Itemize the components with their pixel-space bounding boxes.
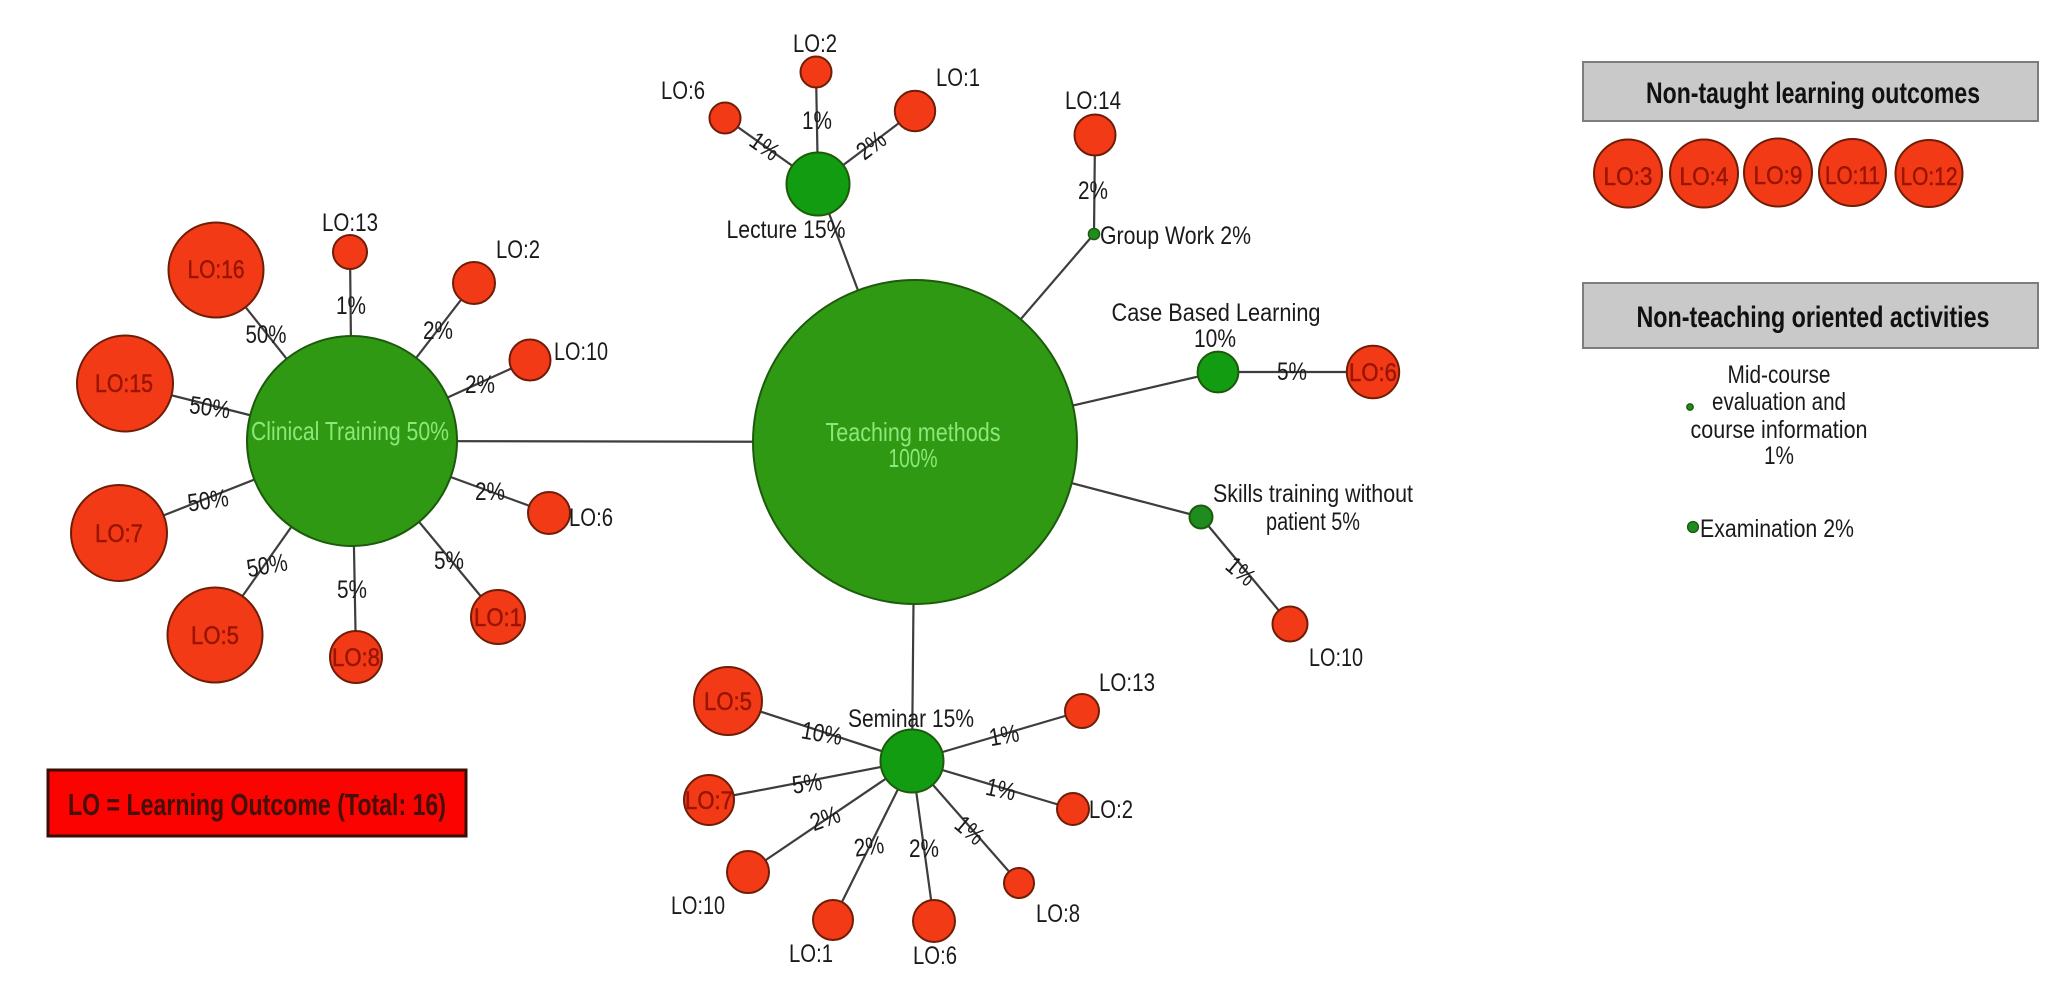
svg-text:LO:10: LO:10 (554, 338, 608, 366)
svg-text:LO:2: LO:2 (496, 236, 540, 264)
svg-text:2%: 2% (465, 371, 495, 399)
svg-text:5%: 5% (790, 768, 824, 800)
svg-text:Skills training without: Skills training without (1213, 480, 1413, 508)
svg-text:50%: 50% (188, 391, 232, 424)
svg-text:evaluation and: evaluation and (1712, 388, 1846, 416)
svg-text:10%: 10% (799, 716, 844, 751)
svg-text:LO:9: LO:9 (1754, 162, 1803, 190)
svg-text:LO:12: LO:12 (1901, 163, 1958, 191)
svg-text:LO:2: LO:2 (793, 30, 837, 58)
svg-text:LO:3: LO:3 (1604, 163, 1653, 191)
svg-text:LO:10: LO:10 (671, 892, 725, 920)
svg-text:LO:13: LO:13 (1099, 669, 1155, 697)
svg-text:2%: 2% (1078, 177, 1108, 205)
svg-text:1%: 1% (802, 107, 832, 135)
svg-text:2%: 2% (909, 835, 939, 863)
svg-text:1%: 1% (983, 773, 1018, 807)
svg-text:LO:1: LO:1 (936, 64, 980, 92)
svg-text:LO:5: LO:5 (191, 622, 239, 650)
svg-text:5%: 5% (434, 547, 464, 575)
svg-text:LO:8: LO:8 (1036, 900, 1080, 928)
svg-text:LO:10: LO:10 (1309, 644, 1363, 672)
svg-text:Group Work 2%: Group Work 2% (1100, 222, 1251, 250)
svg-text:LO:15: LO:15 (95, 370, 153, 398)
svg-text:LO = Learning Outcome (Total:: LO = Learning Outcome (Total: 16) (68, 787, 446, 822)
svg-text:2%: 2% (423, 317, 453, 345)
svg-text:LO:4: LO:4 (1680, 163, 1729, 191)
svg-text:2%: 2% (852, 831, 886, 863)
svg-text:Clinical Training 50%: Clinical Training 50% (251, 416, 449, 446)
svg-text:5%: 5% (1277, 358, 1307, 386)
svg-text:course information: course information (1691, 416, 1868, 444)
svg-text:Mid-course: Mid-course (1728, 361, 1831, 389)
svg-text:LO:13: LO:13 (322, 209, 378, 237)
svg-text:LO:6: LO:6 (1349, 359, 1397, 387)
svg-text:50%: 50% (186, 484, 230, 517)
svg-text:LO:2: LO:2 (1089, 796, 1133, 824)
svg-text:5%: 5% (337, 576, 367, 604)
svg-text:50%: 50% (245, 548, 290, 583)
svg-text:2%: 2% (475, 478, 505, 506)
svg-text:LO:16: LO:16 (188, 256, 245, 284)
svg-text:LO:8: LO:8 (332, 644, 380, 672)
svg-text:LO:14: LO:14 (1065, 87, 1121, 115)
svg-text:Examination 2%: Examination 2% (1700, 515, 1854, 543)
svg-text:10%: 10% (1194, 325, 1236, 353)
svg-text:1%: 1% (1764, 442, 1794, 470)
svg-text:1%: 1% (987, 719, 1021, 752)
svg-text:LO:7: LO:7 (95, 520, 143, 548)
svg-text:Lecture 15%: Lecture 15% (727, 216, 846, 244)
svg-text:Non-teaching oriented activiti: Non-teaching oriented activities (1637, 301, 1990, 334)
svg-text:50%: 50% (246, 321, 287, 349)
svg-text:LO:7: LO:7 (685, 787, 733, 815)
svg-text:100%: 100% (889, 443, 938, 473)
svg-text:LO:6: LO:6 (569, 504, 613, 532)
svg-text:Teaching methods: Teaching methods (826, 417, 1001, 447)
svg-text:Case Based Learning: Case Based Learning (1112, 299, 1321, 327)
svg-text:LO:5: LO:5 (704, 688, 752, 716)
svg-text:1%: 1% (336, 292, 366, 320)
svg-text:patient 5%: patient 5% (1266, 508, 1360, 536)
svg-text:LO:6: LO:6 (661, 77, 705, 105)
svg-text:LO:11: LO:11 (1825, 162, 1880, 190)
svg-text:LO:1: LO:1 (474, 604, 522, 632)
svg-text:Seminar 15%: Seminar 15% (848, 705, 974, 733)
svg-text:Non-taught learning outcomes: Non-taught learning outcomes (1646, 77, 1980, 110)
svg-text:LO:6: LO:6 (913, 942, 957, 970)
svg-text:LO:1: LO:1 (789, 940, 833, 968)
